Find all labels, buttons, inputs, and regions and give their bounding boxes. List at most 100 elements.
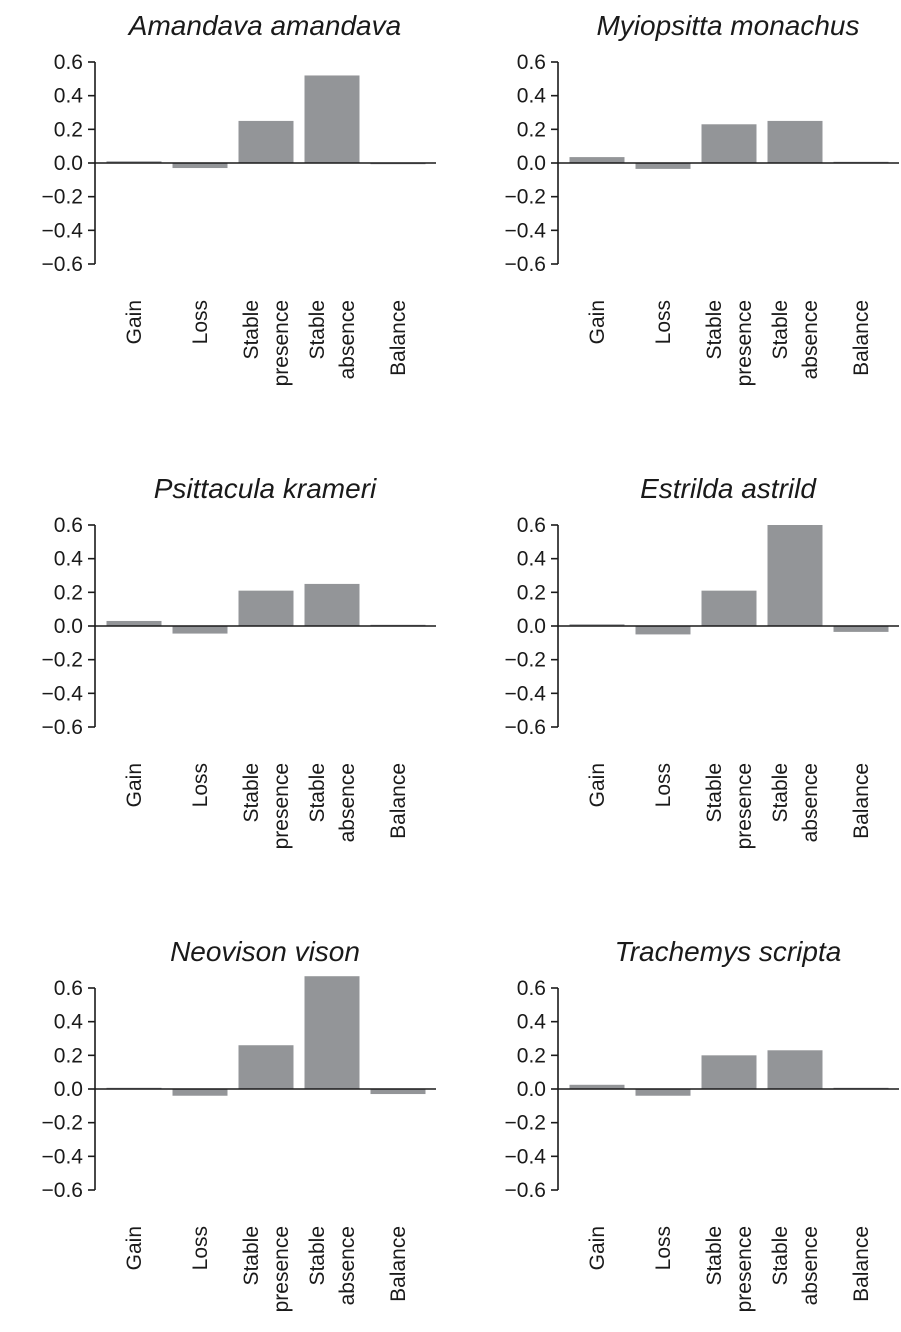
x-tick-label-stable-absence: absence xyxy=(799,763,822,842)
bar-stable-presence xyxy=(701,1055,757,1089)
bar-stable-absence xyxy=(304,976,360,1089)
chart-title: Myiopsitta monachus xyxy=(596,10,859,41)
x-tick-label-stable-presence: Stable xyxy=(703,300,726,360)
y-tick-label: 0.2 xyxy=(54,118,83,141)
bar-loss xyxy=(635,626,691,635)
bar-stable-presence xyxy=(238,590,294,626)
bar-gain xyxy=(106,620,162,626)
y-tick-label: −0.4 xyxy=(505,219,547,242)
chart-panel-estrilda-astrild: Estrilda astrild 0.6 0.4 0.2 0.0 −0.2 −0.4 −0.6… xyxy=(505,473,899,849)
x-tick-label-stable-presence: Stable xyxy=(240,763,263,823)
y-tick-label: −0.2 xyxy=(42,649,83,672)
y-tick-label: 0.0 xyxy=(54,152,83,175)
y-tick-label: −0.2 xyxy=(505,649,546,672)
y-tick-label: 0.4 xyxy=(517,548,547,571)
bar-loss xyxy=(172,163,228,169)
x-tick-label-stable-absence: Stable xyxy=(769,300,792,360)
bar-balance xyxy=(370,1089,426,1095)
y-tick-label: −0.2 xyxy=(505,1112,546,1135)
x-tick-label-balance: Balance xyxy=(850,300,873,376)
y-tick-label: 0.4 xyxy=(54,1011,84,1034)
chart-title: Amandava amandava xyxy=(127,10,401,41)
chart-title: Neovison vison xyxy=(170,936,360,967)
y-tick-label: −0.6 xyxy=(42,253,83,276)
x-tick-label-gain: Gain xyxy=(586,763,609,807)
bar-gain xyxy=(106,161,162,163)
y-tick-label: −0.6 xyxy=(42,716,83,739)
chart-panel-neovison-vison: Neovison vison 0.6 0.4 0.2 0.0 −0.2 −0.4 −0.6 Ga… xyxy=(42,936,436,1312)
bar-stable-absence xyxy=(304,75,360,163)
x-tick-label-stable-absence: Stable xyxy=(306,300,329,360)
chart-panel-trachemys-scripta: Trachemys scripta 0.6 0.4 0.2 0.0 −0.2 −0.4 −0.… xyxy=(505,936,899,1312)
bar-loss xyxy=(172,626,228,634)
x-tick-label-loss: Loss xyxy=(189,763,212,807)
y-tick-label: −0.4 xyxy=(42,682,84,705)
x-tick-label-stable-presence: presence xyxy=(270,763,293,849)
x-tick-label-stable-presence: Stable xyxy=(240,300,263,360)
y-tick-label: −0.2 xyxy=(505,186,546,209)
bar-stable-absence xyxy=(767,120,823,163)
x-tick-label-stable-absence: Stable xyxy=(306,1226,329,1286)
bar-stable-presence xyxy=(238,120,294,163)
y-tick-label: 0.4 xyxy=(517,1011,547,1034)
x-tick-label-stable-absence: absence xyxy=(799,300,822,379)
chart-panel-psittacula-krameri: Psittacula krameri 0.6 0.4 0.2 0.0 −0.2 −0.4 −0… xyxy=(42,473,436,849)
bar-loss xyxy=(635,1089,691,1096)
x-tick-label-loss: Loss xyxy=(189,300,212,344)
bar-stable-absence xyxy=(767,1050,823,1089)
y-tick-label: 0.0 xyxy=(517,1078,546,1101)
x-tick-label-stable-presence: presence xyxy=(270,300,293,386)
y-tick-label: 0.0 xyxy=(54,615,83,638)
x-tick-label-stable-presence: Stable xyxy=(703,1226,726,1286)
x-tick-label-stable-presence: Stable xyxy=(240,1226,263,1286)
bar-stable-presence xyxy=(701,124,757,163)
x-tick-label-stable-absence: Stable xyxy=(769,763,792,823)
x-tick-label-gain: Gain xyxy=(123,1226,146,1270)
y-tick-label: 0.4 xyxy=(517,85,547,108)
bar-balance xyxy=(833,626,889,632)
y-tick-label: 0.4 xyxy=(54,548,84,571)
y-tick-label: 0.0 xyxy=(517,152,546,175)
x-tick-label-stable-presence: Stable xyxy=(703,763,726,823)
y-tick-label: 0.6 xyxy=(517,514,546,537)
y-tick-label: 0.2 xyxy=(54,1044,83,1067)
y-tick-label: 0.6 xyxy=(517,977,546,1000)
y-tick-label: 0.0 xyxy=(54,1078,83,1101)
x-tick-label-gain: Gain xyxy=(586,300,609,344)
x-tick-label-balance: Balance xyxy=(387,1226,410,1302)
y-tick-label: 0.2 xyxy=(517,1044,546,1067)
y-tick-label: −0.4 xyxy=(505,682,547,705)
bar-loss xyxy=(635,163,691,169)
y-tick-label: −0.4 xyxy=(42,1145,84,1168)
x-tick-label-balance: Balance xyxy=(387,763,410,839)
y-tick-label: −0.6 xyxy=(505,1179,546,1202)
x-tick-label-stable-absence: absence xyxy=(336,763,359,842)
y-tick-label: 0.6 xyxy=(54,977,83,1000)
y-tick-label: −0.2 xyxy=(42,1112,83,1135)
y-tick-label: 0.0 xyxy=(517,615,546,638)
y-tick-label: −0.4 xyxy=(42,219,84,242)
y-tick-label: 0.2 xyxy=(54,581,83,604)
y-tick-label: −0.6 xyxy=(505,716,546,739)
chart-panel-myiopsitta-monachus: Myiopsitta monachus 0.6 0.4 0.2 0.0 −0.2 −0.4 −… xyxy=(505,10,899,386)
x-tick-label-stable-absence: absence xyxy=(336,300,359,379)
chart-title: Estrilda astrild xyxy=(640,473,817,504)
y-tick-label: 0.6 xyxy=(54,51,83,74)
x-tick-label-loss: Loss xyxy=(652,763,675,807)
y-tick-label: −0.4 xyxy=(505,1145,547,1168)
x-tick-label-balance: Balance xyxy=(387,300,410,376)
y-tick-label: −0.2 xyxy=(42,186,83,209)
bar-stable-absence xyxy=(304,583,360,626)
x-tick-label-loss: Loss xyxy=(652,300,675,344)
bar-stable-absence xyxy=(767,525,823,626)
x-tick-label-balance: Balance xyxy=(850,763,873,839)
x-tick-label-stable-absence: Stable xyxy=(769,1226,792,1286)
y-tick-label: −0.6 xyxy=(505,253,546,276)
y-tick-label: −0.6 xyxy=(42,1179,83,1202)
x-tick-label-balance: Balance xyxy=(850,1226,873,1302)
x-tick-label-stable-presence: presence xyxy=(733,1226,756,1312)
x-tick-label-loss: Loss xyxy=(189,1226,212,1270)
x-tick-label-stable-absence: Stable xyxy=(306,763,329,823)
y-tick-label: 0.2 xyxy=(517,118,546,141)
